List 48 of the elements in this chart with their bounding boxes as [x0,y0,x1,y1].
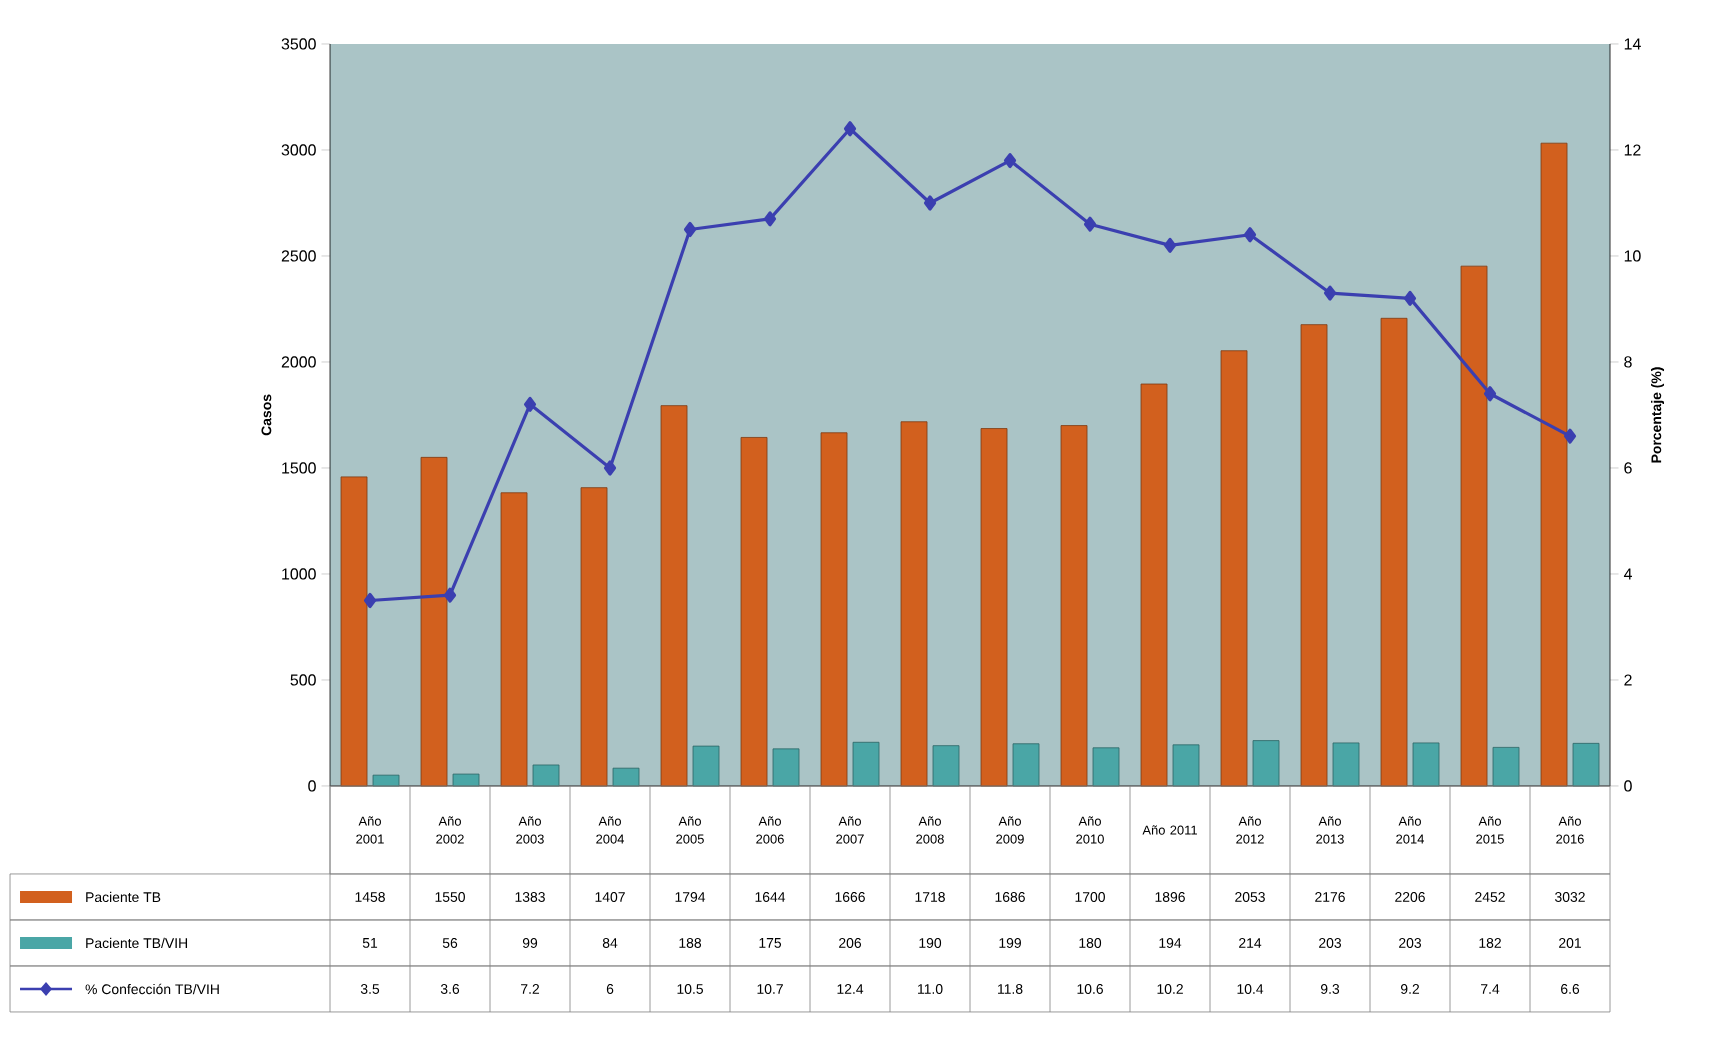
point [1083,216,1097,232]
bar [1492,746,1520,787]
bar [532,764,560,787]
point [763,211,777,227]
point [923,195,937,211]
bar [1540,142,1568,787]
point [1243,227,1257,243]
bar [1412,742,1440,787]
bar [1140,383,1168,787]
bar [1012,743,1040,787]
bar [580,487,608,787]
bar [372,774,400,787]
bar [1220,350,1248,787]
bar [1300,324,1328,787]
point [363,592,377,609]
bar [500,492,528,787]
bar [1252,740,1280,787]
bar [1460,265,1488,787]
bar [1172,744,1200,787]
bar [452,773,480,787]
bar [660,405,688,787]
bar [820,432,848,787]
bar [612,767,640,787]
bar [1092,747,1120,787]
bar [1332,742,1360,787]
bar [692,745,720,787]
bar [1380,317,1408,787]
bar [1060,425,1088,787]
bar [852,741,880,787]
bar [1572,742,1600,787]
point [603,460,617,476]
bar [740,437,768,787]
bar [900,421,928,787]
point [1403,290,1417,306]
bar [340,476,368,787]
point [1563,428,1577,444]
point [1323,285,1337,301]
bar [420,456,448,787]
bar [932,745,960,787]
point [523,396,537,412]
bar [980,428,1008,787]
point [1483,386,1497,402]
point [1163,237,1177,253]
bar [772,748,800,787]
point [1003,152,1017,169]
point [683,221,697,238]
point [843,121,857,137]
point [443,587,457,603]
